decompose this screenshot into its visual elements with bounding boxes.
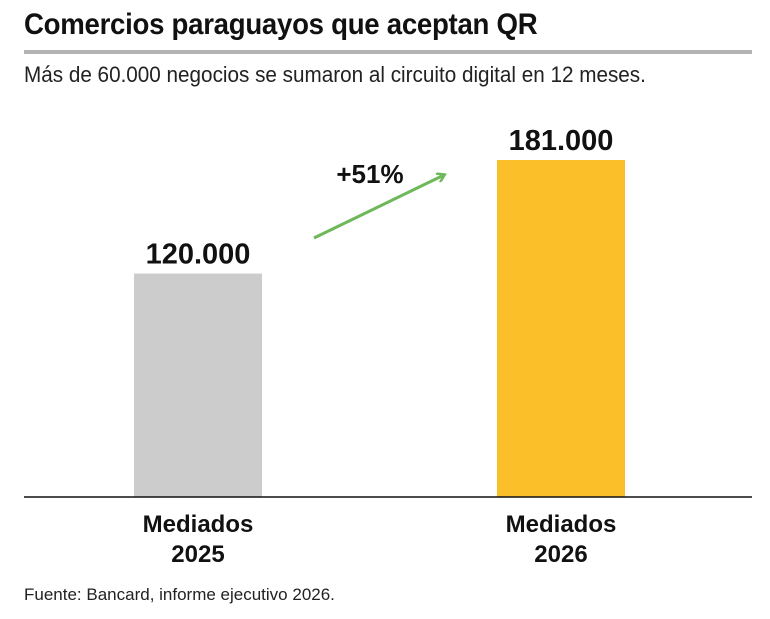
category-label-1-line-1: 2026 (534, 541, 587, 568)
bar-0 (134, 273, 262, 497)
chart-subtitle: Más de 60.000 negocios se sumaron al cir… (24, 62, 646, 87)
category-label-0-line-0: Mediados (143, 511, 254, 538)
title-rule (24, 50, 752, 54)
bar-1 (497, 160, 625, 497)
value-label-1: 181.000 (509, 125, 614, 157)
value-label-0: 120.000 (146, 239, 251, 271)
growth-arrow (313, 175, 444, 240)
growth-annotation-label: +51% (336, 159, 403, 189)
category-label-0-line-1: 2025 (171, 541, 224, 568)
category-label-1-line-0: Mediados (506, 511, 617, 538)
chart-title: Comercios paraguayos que aceptan QR (24, 8, 538, 41)
source-note: Fuente: Bancard, informe ejecutivo 2026. (24, 585, 335, 604)
